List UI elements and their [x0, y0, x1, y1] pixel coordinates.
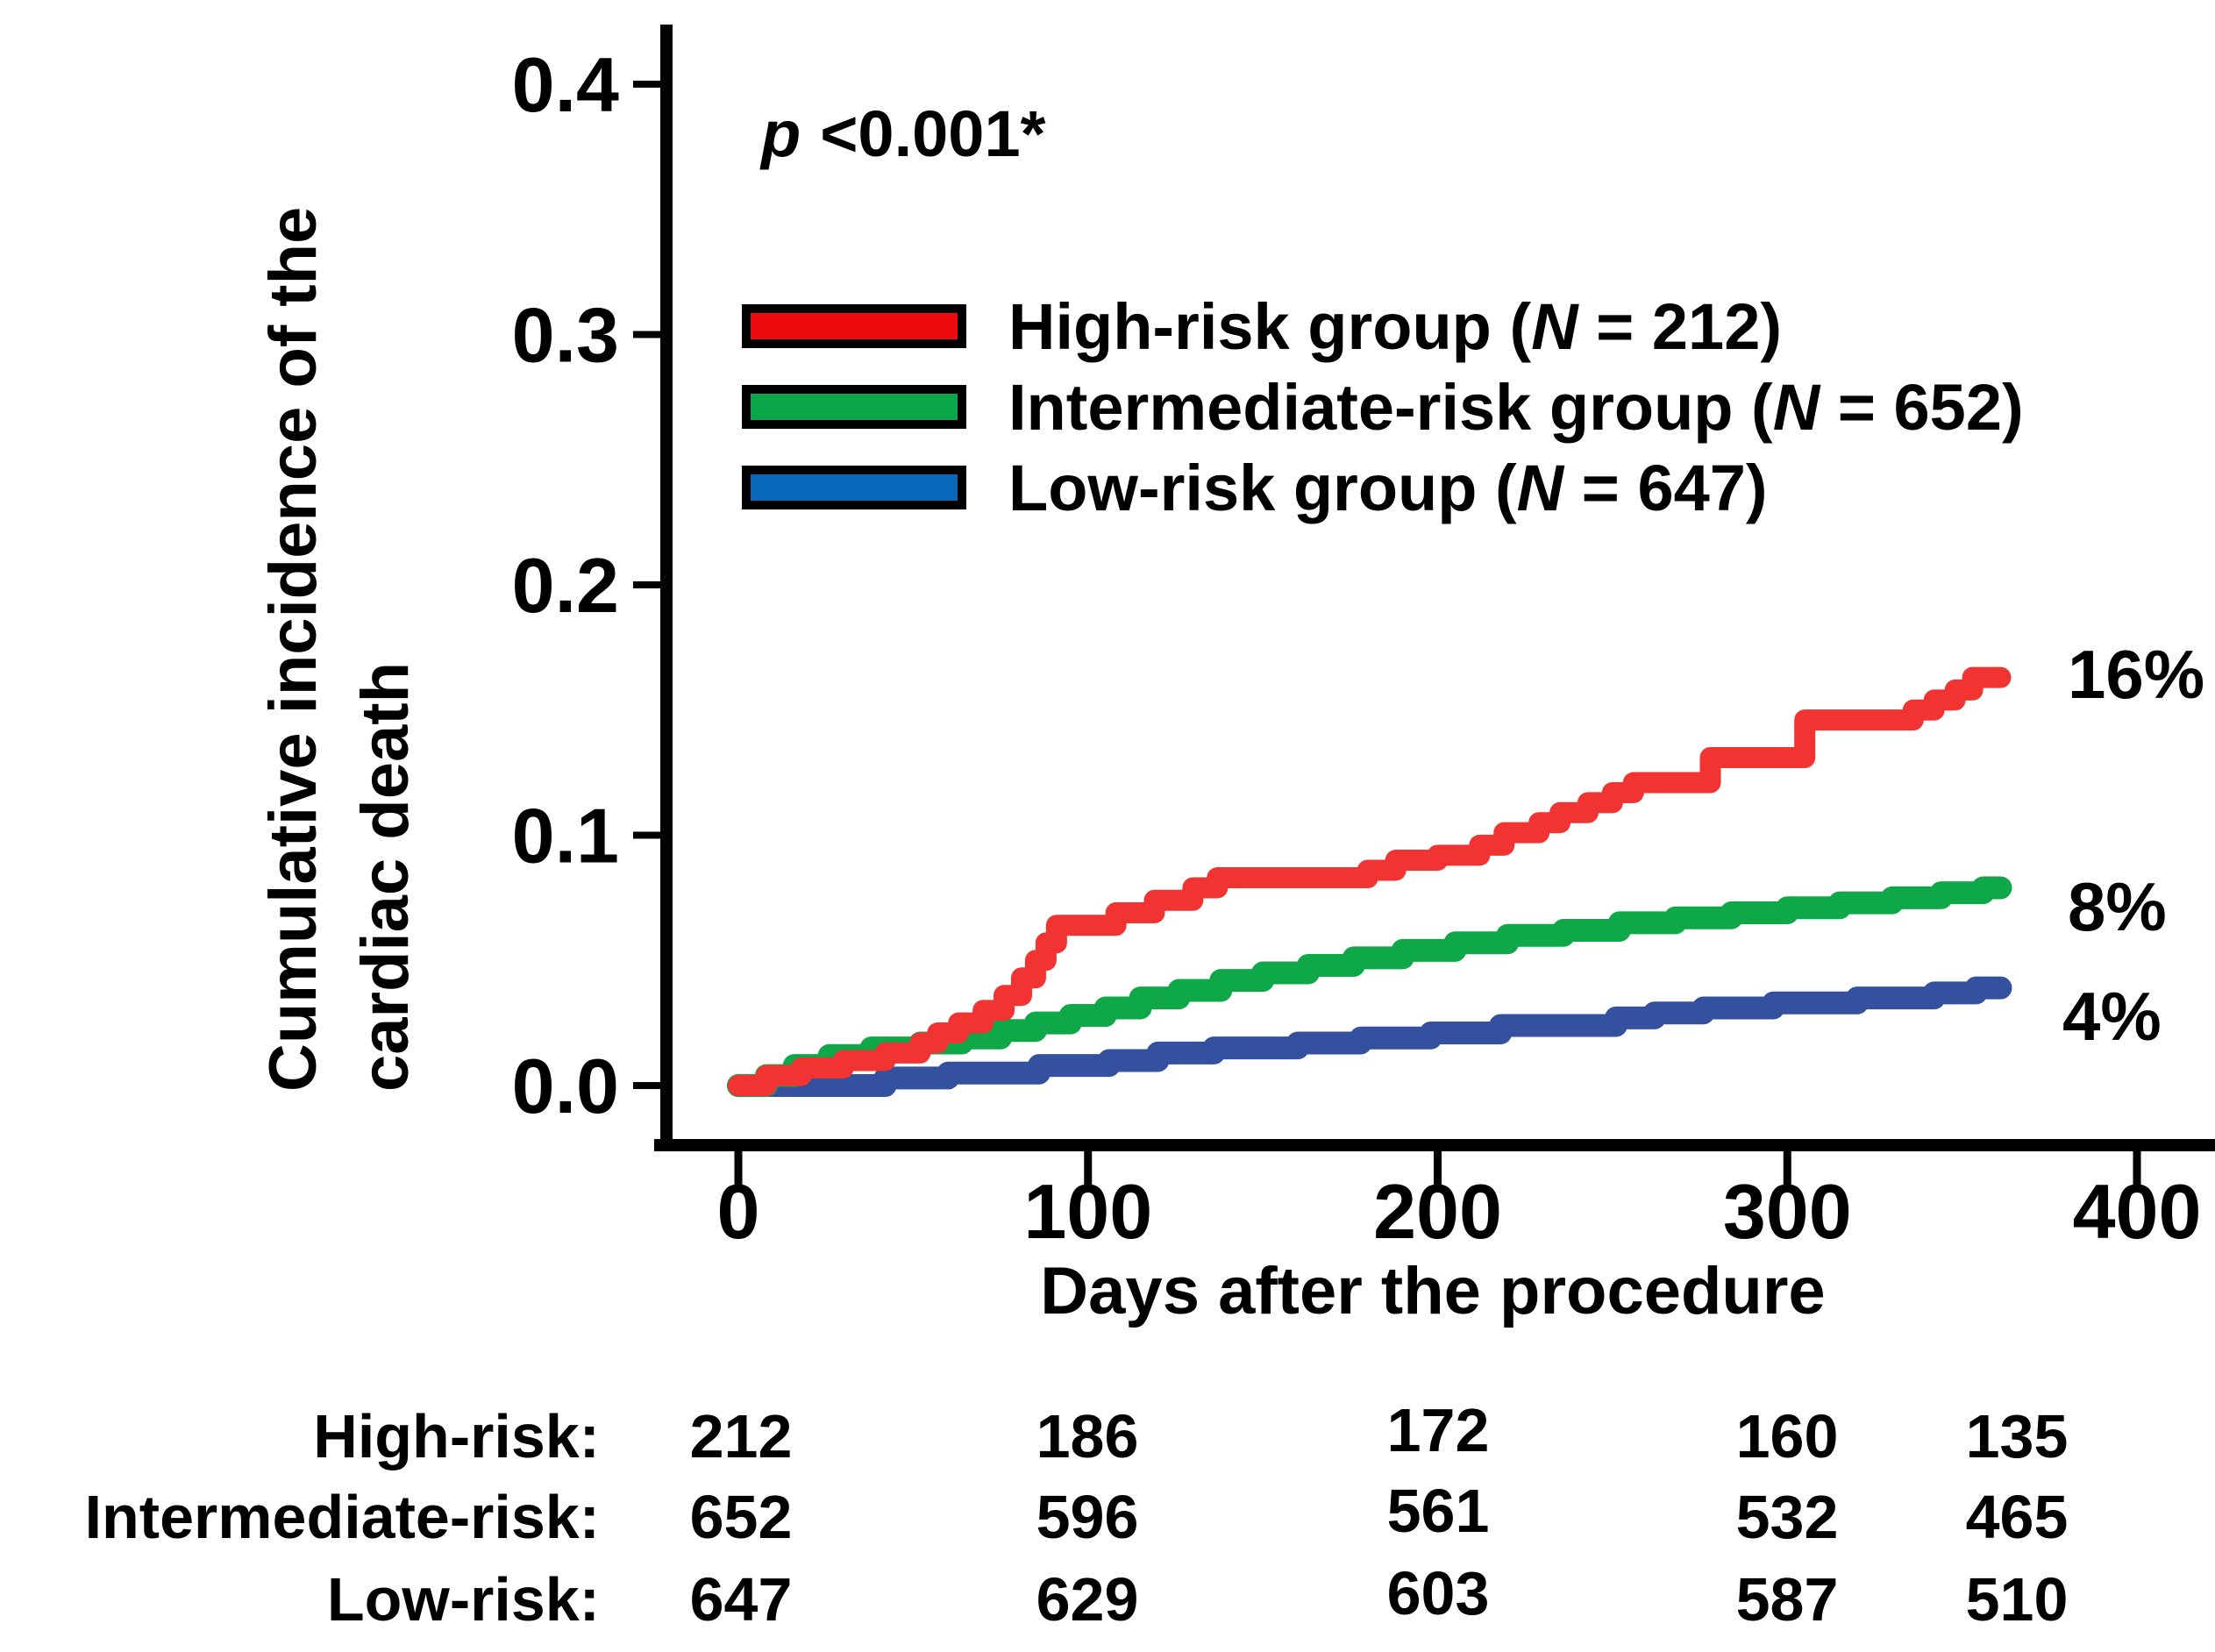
- p-value-annotation: p <0.001*: [759, 97, 1046, 170]
- legend-label-pre: Intermediate-risk group (: [1008, 371, 1773, 444]
- y-tick-label: 0.1: [512, 793, 619, 879]
- y-tick-label: 0.4: [512, 41, 619, 128]
- risk-count: 629: [1036, 1565, 1139, 1634]
- legend-label-n: N: [1531, 290, 1579, 363]
- y-axis-title-line2: cardiac death: [348, 662, 423, 1092]
- y-tick: [633, 581, 661, 588]
- x-tick-label: 0: [717, 1168, 760, 1255]
- x-tick-label: 300: [1723, 1168, 1852, 1255]
- x-tick: [1783, 1151, 1791, 1185]
- end-label-intermediate-risk: 8%: [2068, 868, 2167, 945]
- curve-high-risk-group: [728, 666, 2012, 1096]
- x-tick-label: 200: [1373, 1168, 1502, 1255]
- end-label-high-risk: 16%: [2068, 636, 2204, 713]
- curves: [727, 666, 2012, 1097]
- legend-label-post: = 647): [1563, 452, 1767, 524]
- legend-item-high-risk: High-risk group (N = 212): [742, 290, 1782, 363]
- y-tick-label: 0.0: [512, 1043, 619, 1129]
- risk-count: 465: [1966, 1483, 2069, 1551]
- risk-count: 596: [1036, 1483, 1139, 1551]
- risk-count: 603: [1387, 1559, 1490, 1627]
- risk-table: High-risk: 212 186 172 160 135 Intermedi…: [85, 1396, 2069, 1634]
- risk-row-label: Low-risk:: [327, 1565, 600, 1634]
- risk-count: 510: [1966, 1565, 2069, 1634]
- legend-label-low-risk: Low-risk group (N = 647): [1008, 452, 1768, 524]
- x-tick: [2133, 1151, 2141, 1185]
- x-tick-label: 100: [1023, 1168, 1152, 1255]
- legend-label-pre: Low-risk group (: [1008, 452, 1517, 524]
- x-axis-title: Days after the procedure: [1040, 1254, 1825, 1328]
- y-tick: [633, 81, 661, 88]
- legend-label-post: = 652): [1820, 371, 2023, 444]
- y-axis-line: [660, 25, 673, 1151]
- p-symbol: p: [759, 97, 801, 170]
- legend-item-low-risk: Low-risk group (N = 647): [742, 452, 1768, 524]
- risk-count: 587: [1736, 1565, 1839, 1634]
- y-tick: [633, 331, 661, 338]
- risk-count: 647: [690, 1565, 793, 1634]
- risk-count: 135: [1966, 1402, 2069, 1470]
- legend-label-intermediate-risk: Intermediate-risk group (N = 652): [1008, 371, 2024, 444]
- risk-count: 652: [690, 1483, 793, 1551]
- legend-item-intermediate-risk: Intermediate-risk group (N = 652): [742, 371, 2024, 444]
- legend-swatch-intermediate-risk: [742, 385, 966, 429]
- legend-label-pre: High-risk group (: [1008, 290, 1531, 363]
- legend-label-n: N: [1517, 452, 1565, 524]
- legend-label-n: N: [1773, 371, 1821, 444]
- risk-count: 561: [1387, 1477, 1490, 1545]
- y-tick: [633, 1082, 661, 1089]
- y-axis-title-line1: Cumulative incidence of the: [256, 207, 331, 1092]
- risk-count: 532: [1736, 1483, 1839, 1551]
- legend-swatch-low-risk: [742, 466, 966, 509]
- axes: 0.0 0.1 0.2 0.3 0.4 0 100 200 300 400: [512, 25, 2215, 1255]
- risk-count: 160: [1736, 1402, 1839, 1470]
- x-tick: [1084, 1151, 1093, 1185]
- x-axis-line: [654, 1139, 2215, 1151]
- legend-swatch-high-risk: [742, 304, 966, 348]
- p-value-text: <0.001*: [820, 97, 1045, 170]
- x-tick-label: 400: [2073, 1168, 2202, 1255]
- legend: High-risk group (N = 212) Intermediate-r…: [742, 290, 2024, 524]
- y-tick: [633, 831, 661, 839]
- y-tick-label: 0.3: [512, 292, 619, 379]
- y-tick-label: 0.2: [512, 542, 619, 629]
- risk-count: 172: [1387, 1396, 1490, 1464]
- risk-row-label: Intermediate-risk:: [85, 1483, 600, 1551]
- end-label-low-risk: 4%: [2062, 978, 2162, 1055]
- legend-label-high-risk: High-risk group (N = 212): [1008, 290, 1782, 363]
- legend-label-post: = 212): [1578, 290, 1782, 363]
- risk-count: 212: [690, 1402, 793, 1470]
- x-tick: [734, 1151, 743, 1185]
- risk-row-label: High-risk:: [313, 1402, 600, 1470]
- x-tick: [1434, 1151, 1442, 1185]
- curve-low-risk-group: [727, 976, 2012, 1097]
- risk-count: 186: [1036, 1402, 1139, 1470]
